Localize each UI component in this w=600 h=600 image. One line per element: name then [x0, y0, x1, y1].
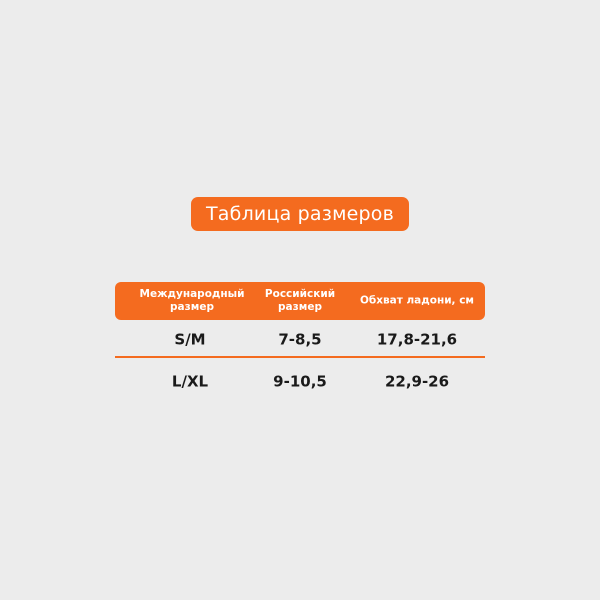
header-palm-girth: Обхват ладони, см: [359, 294, 475, 307]
header-international-size: Международный размер: [139, 288, 245, 313]
page-title: Таблица размеров: [191, 197, 409, 231]
cell-international: S/M: [174, 330, 206, 349]
cell-russian: 9-10,5: [273, 372, 327, 391]
header-russian-size: Российский размер: [264, 288, 336, 313]
cell-international: L/XL: [171, 372, 209, 391]
table-header: Международный размер Российский размер О…: [115, 282, 485, 320]
cell-russian: 7-8,5: [278, 330, 322, 349]
cell-palm-girth: 22,9-26: [384, 372, 450, 391]
cell-palm-girth: 17,8-21,6: [376, 330, 458, 349]
row-divider: [115, 356, 485, 358]
